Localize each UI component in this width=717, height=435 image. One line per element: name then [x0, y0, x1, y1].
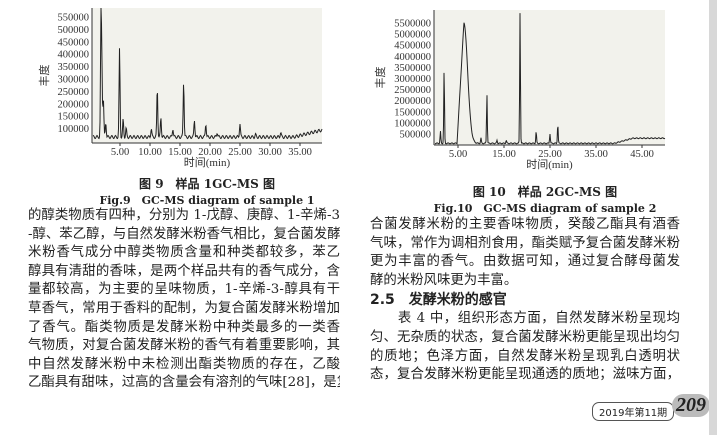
left-column-text: 的醇类物质有四种，分别为 1-戊醇、庚醇、1-辛烯-3 -醇、苯乙醇，与自然发酵米…: [28, 207, 340, 393]
text-line: 合菌发酵米粉的主要香味物质，癸酸乙酯具有酒香: [370, 217, 680, 232]
text-line: 乙酯具有甜味，过高的含量会有溶剂的气味[28]，是复: [28, 375, 340, 391]
right-column-text: 合菌发酵米粉的主要香味物质，癸酸乙酯具有酒香 气味，常作为调相剂食用，酯类赋予复合…: [370, 216, 680, 385]
text-line: 气物质，对复合菌发酵米粉的香气有着重要影响，其: [28, 338, 340, 354]
x-axis-label: 时间(min): [184, 156, 231, 169]
chromatogram-trace: [435, 13, 666, 145]
text-line: 态，复合发酵米粉更能呈现通透的质地；滋味方面，: [370, 367, 680, 383]
plot-area: [92, 8, 322, 143]
plot-area: [434, 10, 665, 145]
y-tick-label: 500000: [400, 130, 432, 141]
x-tick-label: 5.00: [449, 149, 467, 160]
y-tick-label: 5000000: [394, 30, 431, 41]
y-tick-label: 550000: [58, 13, 90, 24]
y-tick-label: 300000: [58, 75, 90, 86]
chromatogram-trace: [92, 7, 323, 140]
text-line: -醇、苯乙醇，与自然发酵米粉香气相比，复合菌发酵: [28, 226, 340, 242]
y-tick-label: 2000000: [394, 96, 431, 107]
y-tick-label: 2500000: [394, 85, 431, 96]
y-tick-label: 1000000: [394, 118, 431, 129]
x-tick-label: 5.00: [111, 147, 129, 158]
y-tick-label: 200000: [58, 99, 90, 110]
y-axis-label: 丰度: [37, 65, 51, 87]
text-line: 中自然发酵米粉中未检测出酯类物质的存在，乙酸: [28, 356, 340, 372]
y-tick-label: 3500000: [394, 63, 431, 74]
text-line: 更为丰富的香气。由数据可知，通过复合酵母菌发: [370, 254, 680, 270]
x-tick-label: 25.00: [538, 149, 562, 160]
x-tick-label: 45.00: [630, 149, 654, 160]
y-tick-label: 250000: [58, 87, 90, 98]
y-tick-label: 1500000: [394, 107, 431, 118]
y-tick-label: 450000: [58, 37, 90, 48]
x-tick-label: 10.00: [138, 147, 162, 158]
text-line: 量都较高，为主要的呈味物质，1-辛烯-3-醇具有干: [28, 282, 340, 298]
x-tick-label: 30.00: [258, 147, 282, 158]
y-tick-label: 5500000: [394, 19, 431, 30]
text-line: 表 4 中，组织形态方面，自然发酵米粉呈现均: [370, 311, 680, 327]
charts-svg: 5500005000004500004000003500003000002500…: [37, 7, 666, 171]
x-tick-label: 35.00: [584, 149, 608, 160]
page-edge: [709, 0, 717, 435]
text-line: 草香气，常用于香料的配制，为复合菌发酵米粉增加: [28, 300, 340, 316]
fig10-caption-en: Fig.10 GC-MS diagram of sample 2: [433, 202, 657, 215]
text-line: 酵的米粉风味更为丰富。: [370, 272, 518, 288]
x-tick-label: 20.00: [198, 147, 222, 158]
section-heading: 2.5 发酵米粉的感官: [370, 292, 507, 309]
y-axis-label: 丰度: [373, 67, 387, 89]
page-number: 209: [672, 394, 710, 417]
x-tick-label: 15.00: [168, 147, 192, 158]
text-line: 了香气。酯类物质是发酵米粉中种类最多的一类香: [28, 319, 340, 335]
fig9-caption-en: Fig.9 GC-MS diagram of sample 1: [99, 194, 315, 207]
y-tick-label: 100000: [58, 124, 90, 135]
y-tick-label: 500000: [58, 25, 90, 36]
y-tick-label: 350000: [58, 62, 90, 73]
text-line: 的质地；色泽方面，自然发酵米粉呈现乳白透明状: [370, 348, 680, 364]
x-tick-label: 35.00: [288, 147, 312, 158]
x-tick-label: 15.00: [492, 149, 516, 160]
text-line: 气味，常作为调相剂食用，酯类赋予复合菌发酵米粉: [370, 235, 680, 251]
y-tick-label: 3000000: [394, 74, 431, 85]
text-line: 醇具有清甜的香味，是两个样品共有的香气成分，含: [28, 263, 340, 279]
fig9-caption: 图 9 样品 1GC-MS 图: [139, 177, 275, 191]
issue-label: 2019年第11期: [592, 402, 675, 421]
text-line: 匀、无杂质的状态，复合菌发酵米粉更能呈现出均匀: [370, 329, 680, 345]
x-tick-label: 25.00: [228, 147, 252, 158]
text-line: 米粉香气成分中醇类物质含量和种类都较多，苯乙: [28, 245, 340, 261]
text-line: 的醇类物质有四种，分别为 1-戊醇、庚醇、1-辛烯-3: [28, 208, 340, 223]
fig10-caption: 图 10 样品 2GC-MS 图: [472, 185, 618, 199]
chart-sample-2: 5500000500000045000004000000350000030000…: [373, 10, 666, 171]
y-tick-label: 4500000: [394, 41, 431, 52]
y-tick-label: 400000: [58, 50, 90, 61]
y-tick-label: 4000000: [394, 52, 431, 63]
y-tick-label: 150000: [58, 112, 90, 123]
x-axis-label: 时间(min): [526, 158, 573, 171]
